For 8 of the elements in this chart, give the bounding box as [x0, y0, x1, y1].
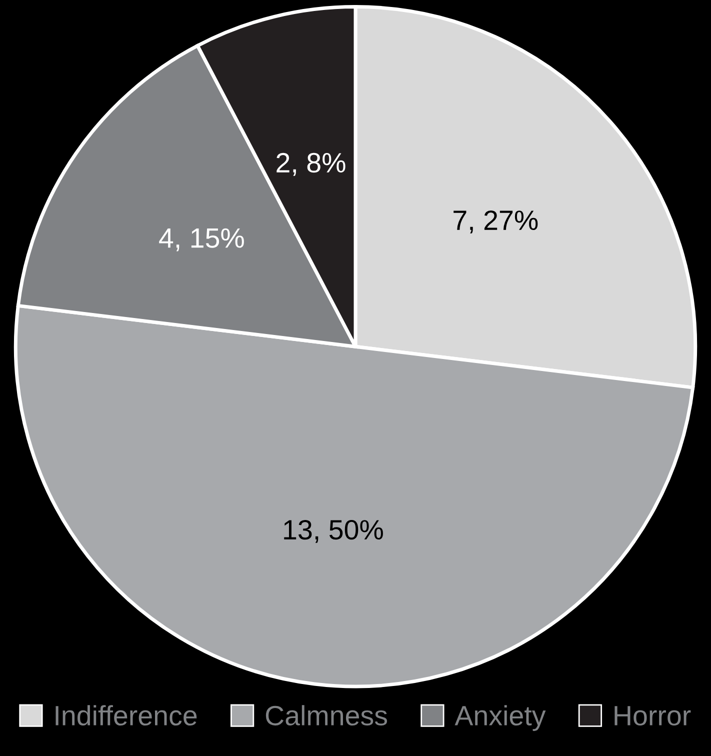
- data-label: 13, 50%: [284, 520, 383, 543]
- legend-label: Horror: [614, 706, 691, 726]
- legend-label: Indifference: [56, 705, 197, 726]
- data-label: 4, 15%: [159, 228, 244, 252]
- legend-label: Anxiety: [454, 705, 546, 731]
- data-label: 2, 8%: [276, 152, 346, 176]
- data-label: 7, 27%: [454, 210, 538, 234]
- legend-label: Calmness: [266, 705, 388, 726]
